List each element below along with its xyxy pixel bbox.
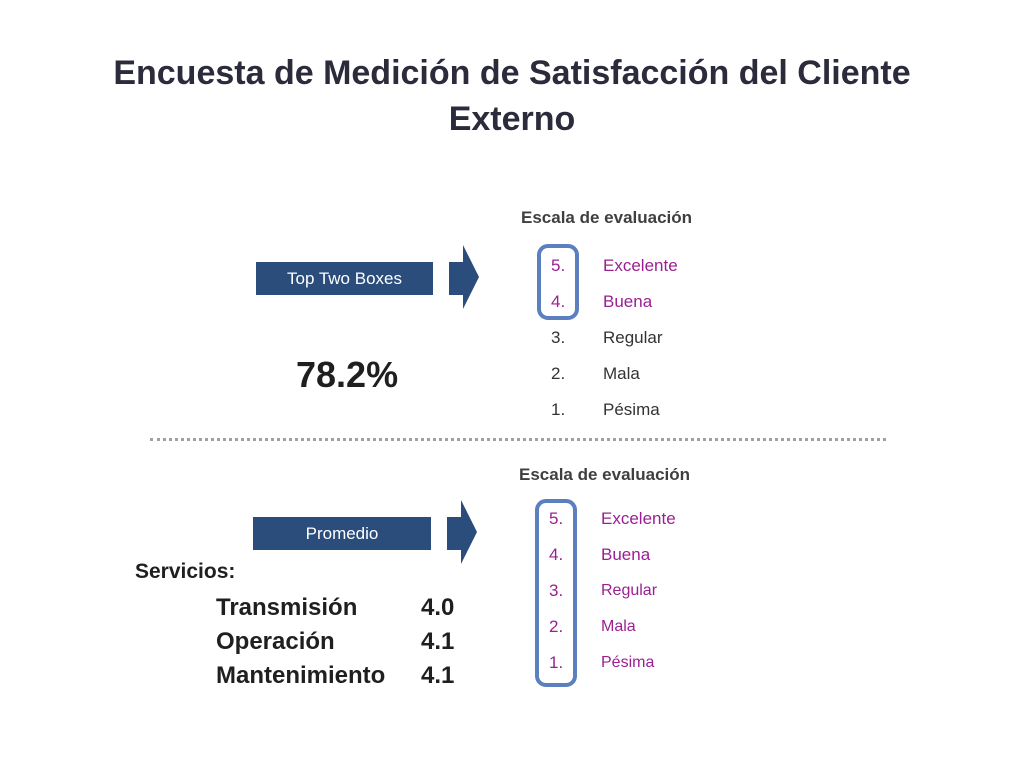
top-arrow-stem [449, 262, 465, 295]
promedio-bar: Promedio [253, 517, 431, 550]
bottom-highlight-ring [535, 499, 577, 687]
top-scale-label-5: Excelente [603, 256, 678, 275]
top-two-boxes-percentage: 78.2% [296, 354, 399, 395]
top-arrow-icon [463, 245, 479, 309]
scale-heading-bottom: Escala de evaluación [519, 465, 691, 484]
scale-heading-top: Escala de evaluación [521, 208, 693, 227]
bottom-scale-num-3: 3. [549, 581, 564, 600]
top-scale-label-3: Regular [603, 328, 663, 347]
services-heading: Servicios: [135, 560, 236, 583]
section-divider [150, 438, 886, 441]
service-value-mantenimiento: 4.1 [421, 662, 455, 689]
bottom-scale-num-1: 1. [549, 653, 564, 672]
page-title: Encuesta de Medición de Satisfacción del… [113, 54, 911, 138]
service-value-operacion: 4.1 [421, 628, 455, 655]
top-scale-num-5: 5. [551, 256, 566, 275]
bottom-arrow-icon [461, 500, 477, 564]
top-scale-num-1: 1. [551, 400, 566, 419]
bottom-scale-label-1: Pésima [601, 654, 655, 671]
top-scale-label-2: Mala [603, 364, 640, 383]
service-name-transmision: Transmisión [216, 594, 358, 621]
top-two-boxes-bar: Top Two Boxes [256, 262, 433, 295]
service-name-mantenimiento: Mantenimiento [216, 662, 386, 689]
bottom-scale-num-2: 2. [549, 617, 564, 636]
top-scale-num-4: 4. [551, 292, 566, 311]
bottom-scale-label-5: Excelente [601, 509, 676, 528]
service-value-transmision: 4.0 [421, 594, 455, 621]
top-scale-num-2: 2. [551, 364, 566, 383]
top-highlight-ring [537, 244, 579, 320]
bottom-scale-label-3: Regular [601, 582, 658, 599]
bottom-scale-num-4: 4. [549, 545, 564, 564]
top-scale-num-3: 3. [551, 328, 566, 347]
bottom-scale-label-4: Buena [601, 545, 651, 564]
bottom-scale-label-2: Mala [601, 618, 636, 635]
service-name-operacion: Operación [216, 628, 335, 655]
bottom-scale-num-5: 5. [549, 509, 564, 528]
bottom-arrow-stem [447, 517, 463, 550]
top-scale-label-4: Buena [603, 292, 653, 311]
top-scale-label-1: Pésima [603, 400, 660, 419]
